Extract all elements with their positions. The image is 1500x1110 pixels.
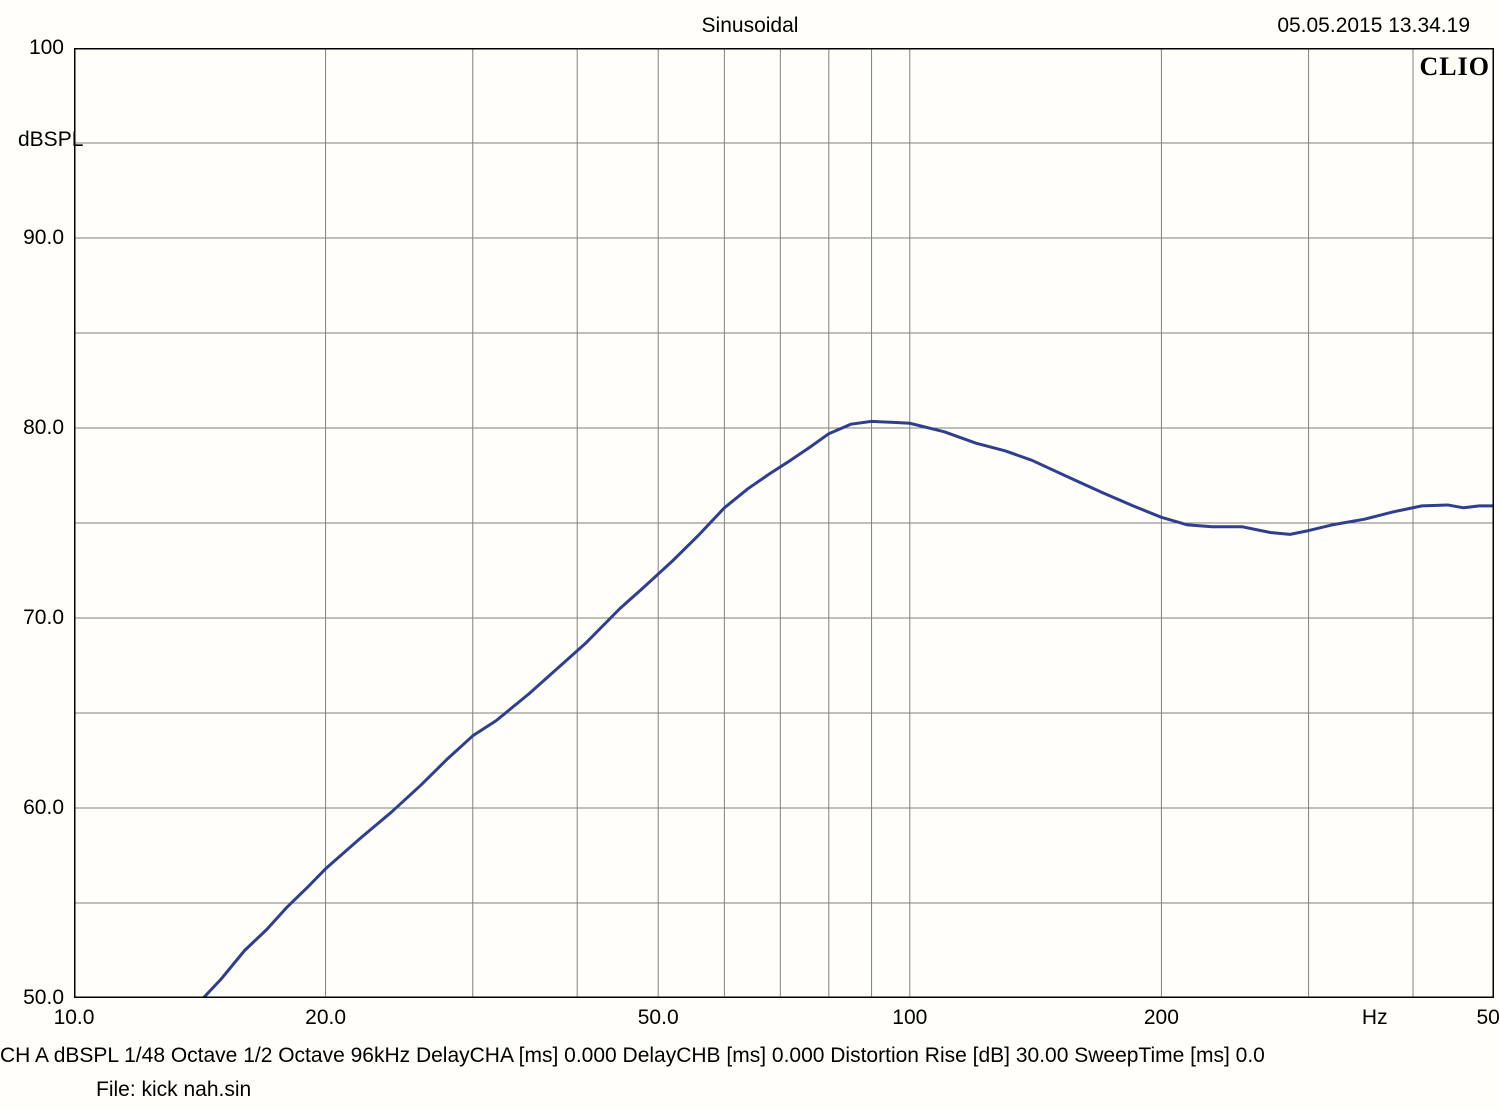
x-tick-label: 10.0 [54,1006,95,1030]
page: Sinusoidal 05.05.2015 13.34.19 CLIO dBSP… [0,0,1500,1110]
y-tick-label: 70.0 [23,606,64,630]
x-tick-label: 20.0 [305,1006,346,1030]
brand-label: CLIO [1420,52,1490,82]
y-tick-label: 80.0 [23,416,64,440]
y-tick-label: 60.0 [23,796,64,820]
chart-title: Sinusoidal [0,14,1500,38]
x-tick-label: 100 [892,1006,927,1030]
x-tick-label: 200 [1144,1006,1179,1030]
x-axis-unit: Hz [1362,1006,1388,1030]
y-axis-unit: dBSPL [18,128,83,152]
plot-area: CLIO dBSPL 50.060.070.080.090.010010.020… [74,48,1494,998]
chart-svg [74,48,1494,998]
chart-header: Sinusoidal 05.05.2015 13.34.19 [0,14,1500,44]
chart-timestamp: 05.05.2015 13.34.19 [1277,14,1470,38]
x-tick-label: 50.0 [638,1006,679,1030]
footer-file-label: File: kick nah.sin [96,1078,251,1102]
y-tick-label: 100 [29,36,64,60]
y-tick-label: 90.0 [23,226,64,250]
x-tick-label: 500 [1476,1006,1500,1030]
footer-info-line: CH A dBSPL 1/48 Octave 1/2 Octave 96kHz … [0,1044,1500,1068]
